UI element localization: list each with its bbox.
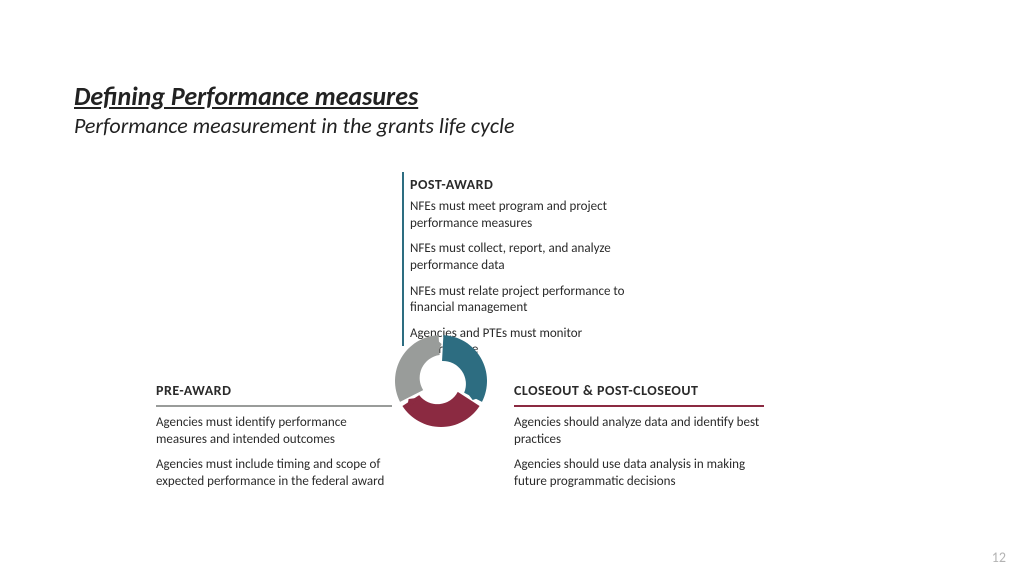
post-award-rule — [402, 172, 404, 346]
pre-award-item: Agencies must identify performance measu… — [156, 415, 392, 448]
pre-award-block: PRE-AWARD Agencies must identify perform… — [156, 382, 392, 500]
page-subtitle: Performance measurement in the grants li… — [74, 112, 515, 139]
pre-award-item: Agencies must include timing and scope o… — [156, 457, 392, 490]
post-award-heading: POST-AWARD — [410, 176, 640, 193]
page-title: Defining Performance measures — [74, 80, 418, 112]
page-number: 12 — [992, 549, 1006, 566]
closeout-heading: CLOSEOUT & POST-CLOSEOUT — [514, 382, 764, 399]
cycle-donut-icon — [395, 335, 487, 427]
closeout-block: CLOSEOUT & POST-CLOSEOUT Agencies should… — [514, 382, 764, 500]
post-award-item: NFEs must collect, report, and analyze p… — [410, 241, 640, 274]
pre-award-heading: PRE-AWARD — [156, 382, 392, 399]
post-award-item: NFEs must relate project performance to … — [410, 284, 640, 317]
post-award-item: NFEs must meet program and project perfo… — [410, 199, 640, 232]
closeout-item: Agencies should analyze data and identif… — [514, 415, 764, 448]
closeout-item: Agencies should use data analysis in mak… — [514, 457, 764, 490]
closeout-rule — [514, 405, 764, 407]
pre-award-rule — [156, 405, 392, 407]
